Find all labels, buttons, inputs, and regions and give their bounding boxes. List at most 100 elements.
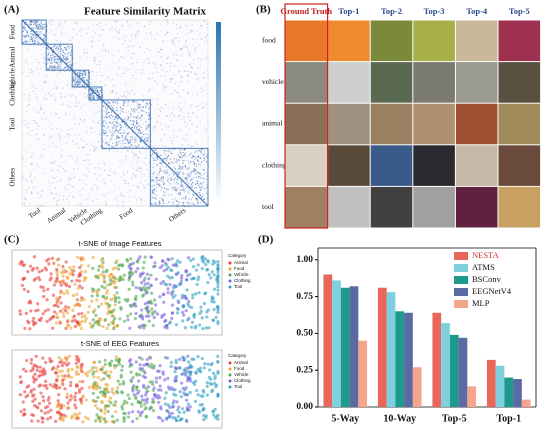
- y-axis-label: Clothing: [9, 81, 17, 106]
- matrix-cell: [164, 150, 167, 152]
- matrix-cell: [177, 171, 179, 173]
- matrix-cell: [163, 191, 165, 193]
- scatter-point: [47, 257, 51, 261]
- matrix-cell: [119, 112, 122, 115]
- matrix-cell: [131, 136, 133, 138]
- matrix-cell: [198, 197, 200, 199]
- matrix-cell: [191, 62, 193, 65]
- matrix-cell: [52, 88, 54, 90]
- matrix-cell: [165, 194, 167, 196]
- image-thumbnail: [370, 20, 413, 62]
- scatter-point: [177, 405, 181, 409]
- scatter-point: [54, 280, 58, 284]
- scatter-point: [18, 375, 22, 379]
- matrix-cell: [115, 116, 117, 118]
- matrix-cell: [147, 141, 149, 143]
- matrix-cell: [159, 197, 161, 199]
- scatter-point: [60, 374, 64, 378]
- matrix-cell: [139, 107, 141, 109]
- matrix-cell: [94, 131, 96, 134]
- matrix-cell: [132, 138, 134, 140]
- legend-label: BSConv: [472, 274, 502, 284]
- matrix-cell: [37, 44, 40, 46]
- scatter-point: [191, 296, 195, 300]
- matrix-cell: [50, 58, 53, 60]
- matrix-cell: [181, 167, 183, 169]
- matrix-cell: [200, 151, 202, 153]
- matrix-cell: [181, 183, 183, 185]
- matrix-cell: [77, 203, 79, 205]
- matrix-cell: [44, 36, 46, 38]
- legend-swatch: [454, 264, 468, 272]
- matrix-cell: [154, 39, 156, 41]
- matrix-cell: [142, 147, 144, 149]
- matrix-cell: [48, 59, 50, 61]
- scatter-point: [115, 259, 119, 263]
- matrix-cell: [83, 82, 85, 84]
- matrix-cell: [198, 77, 201, 79]
- image-thumbnail: [285, 62, 328, 103]
- matrix-cell: [30, 68, 32, 70]
- matrix-cell: [127, 183, 130, 185]
- matrix-cell: [74, 80, 76, 82]
- scatter-point: [153, 394, 157, 399]
- matrix-cell: [28, 98, 30, 100]
- matrix-cell: [193, 161, 195, 163]
- bar: [412, 367, 422, 407]
- matrix-cell: [112, 105, 114, 107]
- matrix-cell: [196, 93, 198, 95]
- matrix-cell: [188, 52, 191, 54]
- matrix-cell: [118, 31, 120, 34]
- scatter-point: [77, 390, 82, 394]
- scatter-point: [77, 312, 81, 316]
- matrix-cell: [154, 64, 156, 66]
- matrix-cell: [131, 63, 133, 65]
- matrix-cell: [184, 152, 187, 154]
- scatter-point: [126, 393, 130, 397]
- scatter-point: [144, 415, 148, 419]
- matrix-cell: [76, 23, 78, 25]
- matrix-cell: [191, 67, 193, 69]
- scatter-point: [184, 269, 188, 273]
- matrix-cell: [39, 25, 41, 27]
- scatter-point: [69, 394, 73, 398]
- matrix-cell: [103, 100, 105, 102]
- matrix-cell: [180, 110, 182, 112]
- matrix-cell: [181, 31, 183, 34]
- matrix-cell: [26, 180, 28, 182]
- y-axis-label: Others: [9, 168, 17, 187]
- matrix-cell: [102, 146, 104, 148]
- matrix-cell: [28, 186, 30, 188]
- matrix-cell: [131, 110, 133, 113]
- scatter-point: [110, 314, 114, 318]
- matrix-cell: [90, 127, 92, 129]
- matrix-cell: [167, 155, 169, 158]
- matrix-cell: [85, 198, 88, 200]
- matrix-cell: [121, 142, 123, 145]
- scatter-point: [162, 269, 166, 273]
- matrix-cell: [27, 23, 30, 25]
- matrix-cell: [179, 193, 181, 196]
- matrix-cell: [57, 47, 60, 49]
- legend-label: Clothing: [234, 378, 251, 383]
- matrix-cell: [196, 39, 198, 41]
- matrix-cell: [58, 63, 60, 66]
- scatter-point: [55, 276, 59, 280]
- matrix-cell: [70, 178, 72, 180]
- matrix-cell: [60, 178, 62, 180]
- scatter-point: [84, 371, 88, 376]
- matrix-cell: [69, 112, 71, 114]
- matrix-cell: [98, 120, 100, 122]
- matrix-cell: [146, 170, 149, 172]
- matrix-cell: [142, 95, 144, 97]
- scatter-point: [144, 362, 148, 366]
- scatter-point: [122, 273, 126, 277]
- image-thumbnail: [498, 186, 541, 228]
- scatter-point: [100, 400, 104, 405]
- scatter-point: [136, 400, 140, 404]
- matrix-cell: [161, 187, 163, 189]
- matrix-cell: [63, 58, 65, 61]
- matrix-cell: [188, 43, 190, 45]
- scatter-point: [199, 366, 203, 370]
- matrix-cell: [153, 184, 155, 187]
